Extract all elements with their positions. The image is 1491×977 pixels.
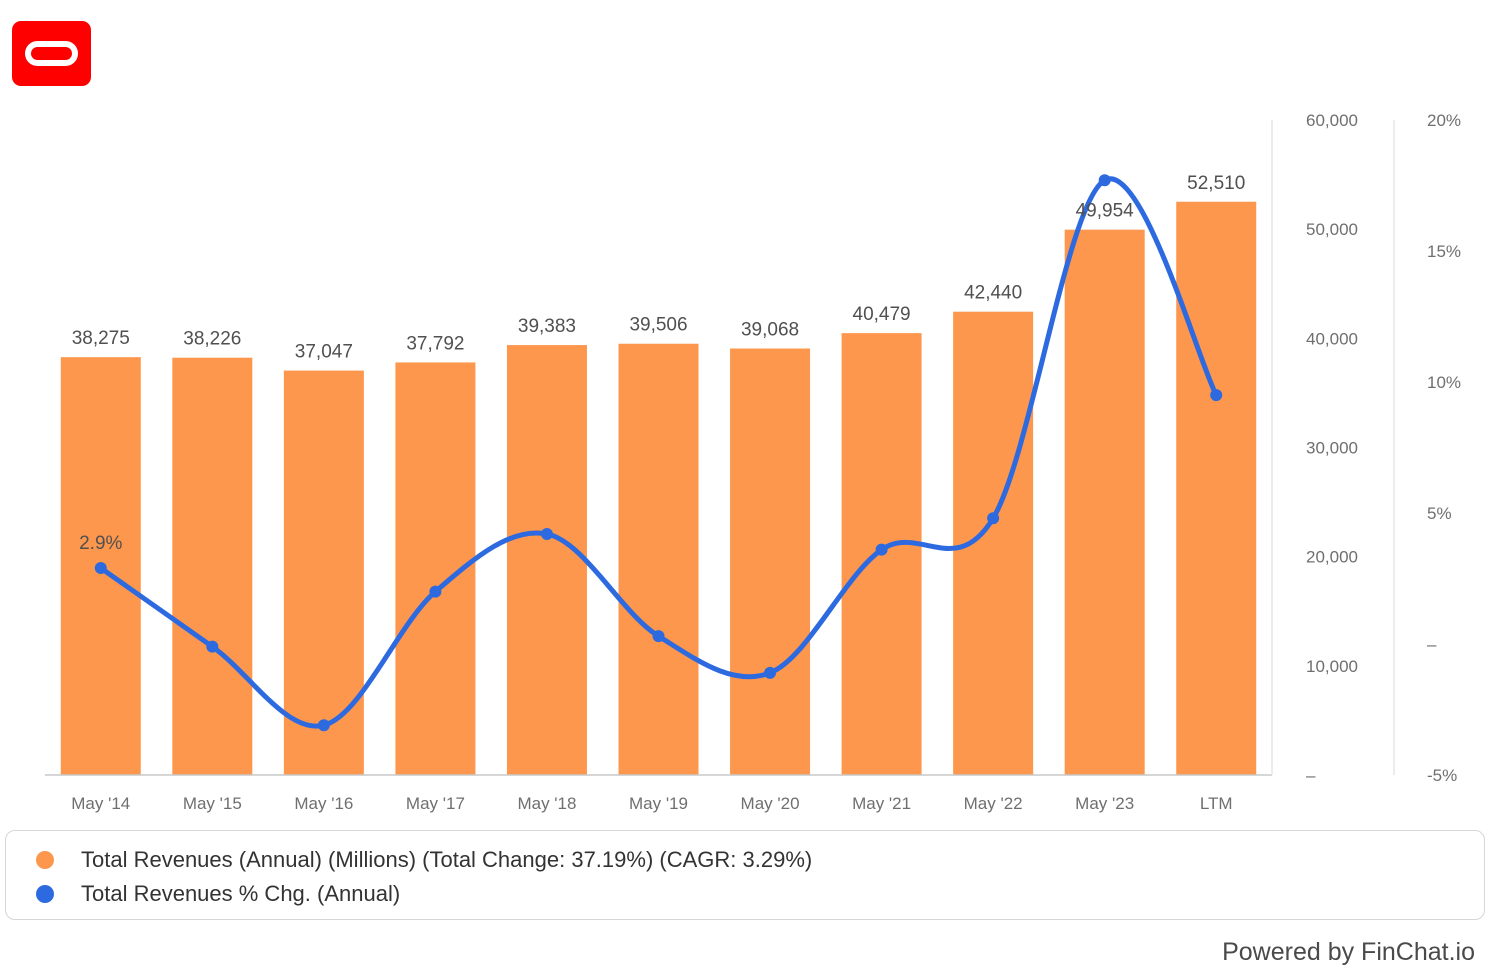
pct-change-point [1210,389,1223,402]
bar-value-label: 37,792 [406,333,464,354]
pct-change-point [875,543,888,556]
bar-value-label: 38,226 [183,329,241,350]
y-right-tick-label: 5% [1427,504,1452,523]
bar-value-label: 52,510 [1187,173,1245,194]
bar-value-label: 37,047 [295,342,353,363]
y-left-tick-label: 60,000 [1306,111,1358,130]
y-left-tick-label: – [1306,766,1316,785]
bar [1176,201,1257,775]
x-tick-label: LTM [1200,794,1233,813]
pct-change-point [1098,174,1111,187]
y-left-tick-label: 40,000 [1306,329,1358,348]
x-tick-label: May '23 [1075,794,1134,813]
x-tick-label: May '20 [741,794,800,813]
bar-value-label: 40,479 [853,304,911,325]
x-tick-label: May '22 [964,794,1023,813]
legend-label-pct-change: Total Revenues % Chg. (Annual) [81,881,401,906]
bar [1064,229,1145,776]
powered-by-credit: Powered by FinChat.io [1222,938,1475,966]
y-left-tick-label: 10,000 [1306,657,1358,676]
legend-item-revenue: Total Revenues (Annual) (Millions) (Tota… [36,847,812,873]
pct-change-point [764,666,777,679]
x-tick-label: May '15 [183,794,242,813]
x-tick-label: May '16 [294,794,353,813]
bar [618,343,699,775]
revenue-chart: 38,275 38,226 37,047 37,792 39,383 39,506 39,0… [45,111,1461,813]
oracle-logo-ring-icon [25,41,78,66]
legend-label-revenue: Total Revenues (Annual) (Millions) (Tota… [81,847,813,872]
bar-value-label: 38,275 [72,328,130,349]
bar-value-label: 42,440 [964,283,1022,304]
pct-change-point [94,562,107,575]
bar [172,357,253,775]
y-right-tick-label: 15% [1427,242,1461,261]
x-tick-label: May '19 [629,794,688,813]
oracle-logo [12,21,91,86]
legend-swatch-revenue [36,851,54,869]
pct-change-point [987,512,1000,525]
legend-swatch-pct-change [36,885,54,903]
legend-item-pct-change: Total Revenues % Chg. (Annual) [36,881,400,907]
pct-change-point [206,640,219,653]
y-left-tick-label: 50,000 [1306,220,1358,239]
x-tick-label: May '18 [517,794,576,813]
x-tick-label: May '17 [406,794,465,813]
x-tick-label: May '14 [71,794,130,813]
bar-value-label: 39,383 [518,316,576,337]
pct-change-point [652,630,665,643]
pct-change-point [429,585,442,598]
bar-value-label: 39,068 [741,320,799,341]
chart-legend: Total Revenues (Annual) (Millions) (Tota… [5,830,1485,920]
bar [283,370,364,775]
pct-change-point [540,527,553,540]
bar [730,348,811,775]
pct-change-label: 2.9% [79,533,122,554]
pct-change-point [317,719,330,732]
y-right-tick-label: 20% [1427,111,1461,130]
y-left-tick-label: 30,000 [1306,439,1358,458]
pct-change-line [98,176,1219,729]
x-tick-label: May '21 [852,794,911,813]
y-left-tick-label: 20,000 [1306,548,1358,567]
bar-value-label: 39,506 [629,315,687,336]
bar-value-label: 49,954 [1076,201,1135,222]
bar [506,345,587,775]
y-right-tick-label: -5% [1427,766,1457,785]
y-right-tick-label: 10% [1427,373,1461,392]
y-right-tick-label: – [1427,635,1437,654]
